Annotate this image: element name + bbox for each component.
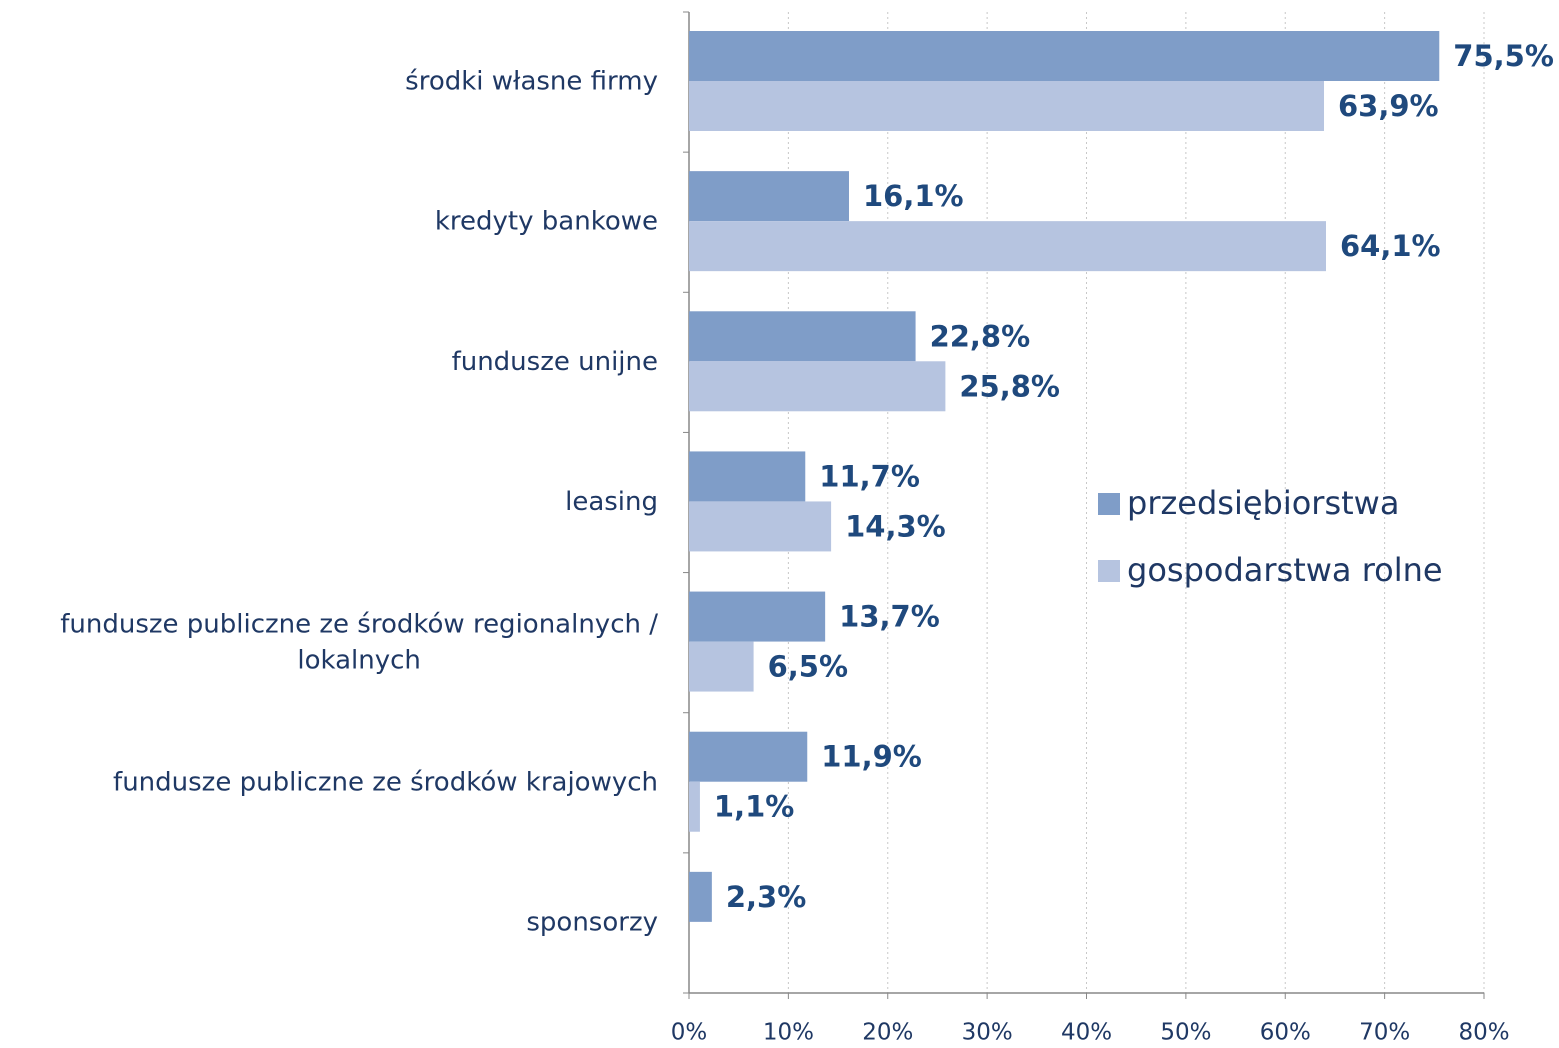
legend-label: przedsiębiorstwa: [1127, 484, 1399, 522]
legend-label: gospodarstwa rolne: [1127, 551, 1443, 589]
data-label: 2,3%: [726, 880, 806, 914]
x-tick-label: 20%: [862, 1020, 913, 1046]
y-tick-label: środki własne firmy: [405, 67, 658, 97]
bar: [689, 171, 849, 222]
data-label: 25,8%: [959, 369, 1060, 403]
data-label: 14,3%: [845, 509, 946, 543]
bar: [689, 641, 754, 692]
bar: [689, 311, 916, 362]
data-label: 6,5%: [768, 650, 848, 684]
x-tick-label: 80%: [1458, 1020, 1509, 1046]
data-label: 63,9%: [1338, 89, 1439, 123]
y-tick-label: sponsorzy: [526, 907, 658, 937]
legend-swatch: [1098, 493, 1120, 515]
data-label: 75,5%: [1453, 39, 1554, 73]
bar: [689, 221, 1326, 272]
bar: [689, 781, 700, 832]
bar: [689, 501, 832, 552]
bar: [689, 81, 1325, 131]
bar: [689, 591, 826, 642]
y-tick-label: fundusze publiczne ze środków krajowych: [113, 767, 658, 797]
x-tick-label: 70%: [1359, 1020, 1410, 1046]
data-label: 22,8%: [930, 319, 1031, 353]
data-label: 16,1%: [863, 179, 964, 213]
x-tick-label: 60%: [1260, 1020, 1311, 1046]
data-label: 13,7%: [839, 600, 940, 634]
x-tick-label: 10%: [763, 1020, 814, 1046]
data-label: 11,7%: [819, 459, 920, 493]
bar: [689, 31, 1440, 81]
x-tick-label: 30%: [962, 1020, 1013, 1046]
x-tick-label: 40%: [1061, 1020, 1112, 1046]
data-label: 64,1%: [1340, 229, 1441, 263]
bar: [689, 361, 946, 412]
x-tick-label: 50%: [1160, 1020, 1211, 1046]
y-tick-label: fundusze publiczne ze środków regionalny…: [60, 609, 658, 675]
bar: [689, 871, 712, 922]
y-tick-label: fundusze unijne: [452, 347, 658, 377]
data-label: 11,9%: [821, 740, 922, 774]
bar: [689, 451, 806, 502]
legend-swatch: [1098, 560, 1120, 582]
data-label: 1,1%: [714, 790, 794, 824]
y-tick-label: leasing: [565, 487, 658, 517]
y-tick-label: kredyty bankowe: [435, 207, 658, 237]
x-tick-label: 0%: [671, 1020, 708, 1046]
bar: [689, 731, 808, 782]
